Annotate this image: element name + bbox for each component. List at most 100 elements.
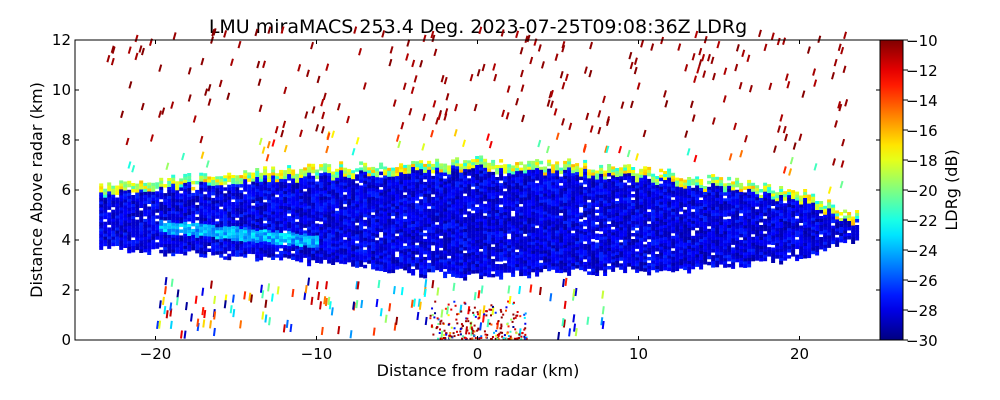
echo-cell bbox=[483, 236, 488, 241]
echo-cell bbox=[571, 164, 576, 168]
echo-cell bbox=[159, 219, 164, 224]
echo-cell bbox=[655, 257, 660, 261]
echo-cell bbox=[755, 197, 760, 201]
echo-cell bbox=[295, 221, 300, 226]
echo-cell bbox=[599, 200, 604, 205]
echo-cell bbox=[343, 185, 348, 190]
echo-cell bbox=[511, 240, 516, 244]
echo-cell bbox=[491, 264, 496, 269]
echo-cell bbox=[99, 216, 104, 220]
echo-cell bbox=[747, 239, 752, 244]
echo-cell bbox=[255, 222, 260, 226]
echo-cell bbox=[579, 236, 584, 241]
echo-cell bbox=[319, 245, 324, 249]
echo-cell bbox=[711, 201, 716, 205]
echo-cell bbox=[439, 169, 444, 173]
echo-cell bbox=[259, 205, 264, 210]
echo-cell bbox=[387, 269, 392, 274]
echo-cell bbox=[491, 204, 496, 209]
echo-cell bbox=[307, 208, 312, 213]
echo-cell bbox=[563, 187, 568, 192]
echo-cell bbox=[515, 261, 520, 265]
echo-cell bbox=[251, 187, 256, 192]
echo-cell bbox=[371, 205, 376, 210]
echo-cell bbox=[671, 244, 676, 249]
echo-cell bbox=[235, 253, 240, 257]
echo-cell bbox=[655, 194, 660, 198]
echo-cell bbox=[443, 166, 448, 171]
echo-cell bbox=[395, 203, 400, 207]
echo-cell bbox=[535, 261, 540, 265]
echo-cell bbox=[487, 210, 492, 215]
echo-cell bbox=[583, 162, 588, 167]
echo-cell bbox=[147, 191, 152, 195]
echo-cell bbox=[427, 232, 432, 237]
echo-cell bbox=[275, 179, 280, 183]
echo-cell bbox=[215, 197, 220, 201]
echo-cell bbox=[579, 191, 584, 196]
echo-cell bbox=[731, 202, 736, 206]
echo-cell bbox=[391, 227, 396, 232]
echo-cell bbox=[507, 266, 512, 270]
echo-cell bbox=[451, 162, 456, 166]
echo-cell bbox=[431, 214, 436, 219]
echo-cell bbox=[575, 238, 580, 242]
echo-cell bbox=[375, 207, 380, 211]
echo-cell bbox=[623, 191, 628, 196]
echo-cell bbox=[551, 167, 556, 171]
echo-cell bbox=[539, 223, 544, 228]
echo-cell bbox=[143, 242, 148, 247]
echo-cell bbox=[199, 238, 204, 243]
echo-cell bbox=[595, 185, 600, 189]
echo-cell bbox=[543, 205, 548, 209]
echo-cell bbox=[155, 200, 160, 204]
echo-cell bbox=[147, 194, 152, 198]
echo-cell bbox=[263, 169, 268, 173]
echo-cell bbox=[575, 253, 580, 257]
echo-cell bbox=[371, 259, 376, 264]
echo-cell bbox=[663, 243, 668, 247]
echo-cell bbox=[379, 249, 384, 254]
echo-cell bbox=[615, 249, 620, 253]
echo-cell bbox=[239, 235, 244, 239]
echo-cell bbox=[367, 167, 372, 171]
echo-cell bbox=[743, 249, 748, 253]
echo-cell bbox=[363, 213, 368, 218]
echo-cell bbox=[207, 188, 212, 192]
echo-cell bbox=[635, 176, 640, 180]
echo-cell bbox=[687, 255, 692, 259]
echo-cell bbox=[143, 200, 148, 205]
echo-cell bbox=[499, 246, 504, 250]
echo-cell bbox=[503, 212, 508, 216]
echo-cell bbox=[435, 206, 440, 211]
echo-cell bbox=[311, 217, 316, 222]
echo-cell bbox=[439, 226, 444, 230]
echo-cell bbox=[175, 226, 180, 230]
echo-cell bbox=[355, 186, 360, 190]
echo-cell bbox=[531, 238, 536, 243]
echo-cell bbox=[355, 216, 360, 220]
echo-cell bbox=[563, 259, 568, 264]
echo-cell bbox=[407, 236, 412, 241]
echo-cell bbox=[99, 231, 104, 235]
echo-cell bbox=[491, 273, 496, 278]
echo-cell bbox=[511, 204, 516, 208]
echo-cell bbox=[419, 229, 424, 233]
echo-cell bbox=[307, 175, 312, 180]
echo-cell bbox=[299, 213, 304, 218]
echo-cell bbox=[507, 218, 512, 222]
echo-cell bbox=[387, 242, 392, 247]
echo-cell bbox=[583, 198, 588, 203]
echo-cell bbox=[207, 200, 212, 204]
echo-cell bbox=[171, 246, 176, 251]
echo-cell bbox=[487, 216, 492, 221]
echo-cell bbox=[491, 189, 496, 194]
echo-cell bbox=[687, 216, 692, 220]
echo-cell bbox=[487, 225, 492, 230]
echo-cell bbox=[607, 170, 612, 174]
echo-cell bbox=[711, 174, 716, 178]
echo-cell bbox=[563, 262, 568, 267]
echo-cell bbox=[683, 236, 688, 241]
echo-cell bbox=[435, 182, 440, 187]
echo-cell bbox=[543, 217, 548, 221]
